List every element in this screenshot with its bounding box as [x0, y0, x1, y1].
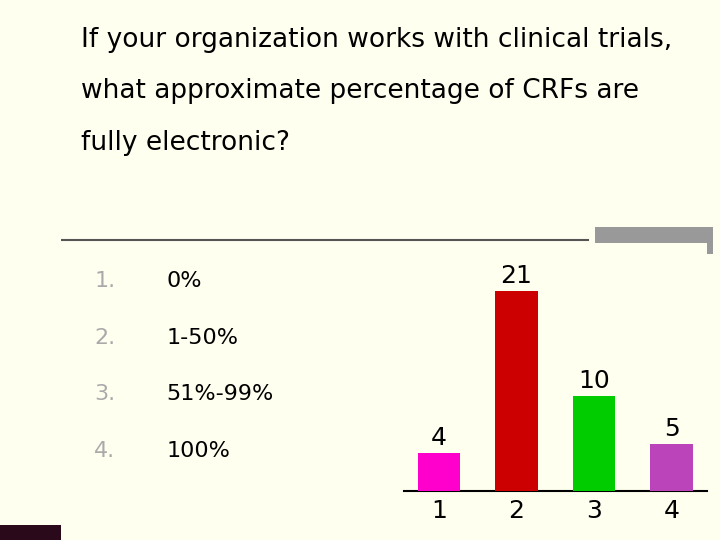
Text: 3.: 3.: [94, 384, 115, 404]
Text: If your organization works with clinical trials,: If your organization works with clinical…: [81, 27, 672, 53]
Text: 4: 4: [431, 426, 447, 450]
Text: fully electronic?: fully electronic?: [81, 130, 290, 156]
Text: 100%: 100%: [166, 441, 230, 461]
FancyBboxPatch shape: [595, 227, 714, 254]
Bar: [650, 444, 693, 491]
Text: 4.: 4.: [94, 441, 115, 461]
Text: what approximate percentage of CRFs are: what approximate percentage of CRFs are: [81, 78, 639, 104]
Bar: [495, 291, 538, 491]
Text: 10: 10: [578, 369, 610, 393]
Text: 1-50%: 1-50%: [166, 327, 238, 348]
Text: 2.: 2.: [94, 327, 115, 348]
Text: 5: 5: [664, 417, 680, 441]
Bar: [418, 453, 460, 491]
Text: 21: 21: [500, 264, 532, 288]
Bar: [573, 396, 616, 491]
Text: 1.: 1.: [94, 271, 115, 291]
Text: 0%: 0%: [166, 271, 202, 291]
Bar: [0, 525, 61, 540]
Text: 51%-99%: 51%-99%: [166, 384, 274, 404]
